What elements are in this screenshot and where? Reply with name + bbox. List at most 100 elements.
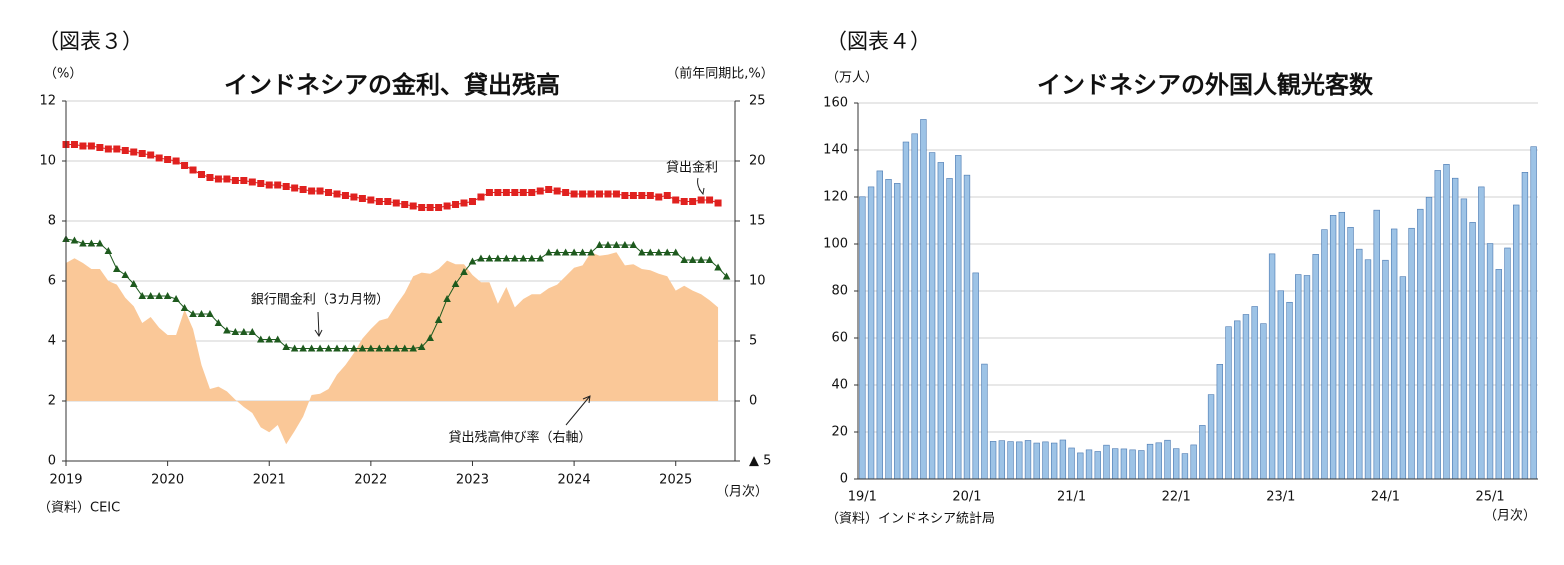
marker bbox=[197, 171, 205, 178]
marker bbox=[240, 177, 248, 184]
bar bbox=[1016, 441, 1023, 480]
bar bbox=[1207, 394, 1215, 480]
marker bbox=[671, 248, 680, 256]
marker bbox=[257, 180, 265, 187]
bar bbox=[1356, 248, 1363, 480]
marker bbox=[654, 248, 663, 256]
marker bbox=[562, 189, 570, 196]
y-tick-label: 120 bbox=[823, 190, 848, 205]
series-label: 銀行間金利（3カ月物） bbox=[251, 292, 389, 308]
marker bbox=[443, 295, 451, 302]
bar bbox=[1312, 254, 1319, 480]
y-tick-label: 4 bbox=[48, 334, 56, 349]
marker bbox=[172, 157, 180, 165]
marker bbox=[375, 198, 383, 205]
marker bbox=[714, 263, 722, 271]
x-tick-label: 2023 bbox=[456, 473, 489, 488]
bar bbox=[1417, 208, 1424, 480]
marker bbox=[435, 204, 443, 211]
marker bbox=[527, 254, 536, 262]
marker bbox=[689, 198, 697, 205]
marker bbox=[680, 256, 688, 263]
bar bbox=[1138, 450, 1145, 480]
marker bbox=[629, 192, 637, 199]
figure-label: （図表４） bbox=[826, 30, 931, 54]
y-unit-label: （%） bbox=[44, 67, 82, 82]
marker bbox=[299, 186, 307, 193]
bar bbox=[1382, 259, 1389, 480]
bar bbox=[1120, 448, 1128, 480]
bar bbox=[1059, 439, 1067, 480]
bar bbox=[1277, 290, 1284, 480]
marker bbox=[468, 198, 476, 205]
marker bbox=[358, 195, 366, 202]
marker bbox=[680, 198, 688, 205]
marker bbox=[536, 187, 544, 195]
marker bbox=[146, 292, 155, 299]
x-tick-label: 21/1 bbox=[1057, 490, 1086, 505]
x-unit-label: （月次） bbox=[1484, 508, 1536, 524]
bar bbox=[1050, 442, 1058, 480]
x-tick-label: 25/1 bbox=[1475, 490, 1504, 505]
bar bbox=[1190, 444, 1197, 480]
marker bbox=[79, 142, 87, 150]
y2-tick-label: 15 bbox=[749, 214, 766, 229]
marker bbox=[70, 141, 78, 148]
bar bbox=[1068, 447, 1075, 480]
x-tick-label: 2021 bbox=[253, 473, 286, 488]
bar bbox=[1321, 229, 1328, 480]
marker bbox=[214, 319, 223, 326]
bar bbox=[1129, 449, 1136, 480]
bar bbox=[998, 440, 1006, 480]
marker bbox=[646, 248, 655, 256]
marker bbox=[392, 199, 400, 207]
marker bbox=[604, 190, 612, 198]
y2-tick-label: ▲ 5 bbox=[749, 454, 771, 469]
marker bbox=[375, 344, 384, 352]
marker bbox=[621, 241, 629, 248]
marker bbox=[426, 204, 434, 211]
marker bbox=[595, 241, 604, 248]
marker bbox=[358, 344, 367, 352]
marker bbox=[282, 183, 290, 190]
bar bbox=[946, 178, 953, 480]
marker bbox=[240, 328, 248, 335]
marker bbox=[121, 271, 130, 278]
bar bbox=[1094, 451, 1101, 480]
marker bbox=[587, 190, 595, 198]
bar bbox=[928, 152, 936, 480]
marker bbox=[553, 187, 561, 195]
marker bbox=[121, 147, 129, 154]
marker bbox=[485, 189, 493, 196]
y-tick-label: 10 bbox=[39, 154, 56, 169]
x-tick-label: 2024 bbox=[558, 473, 591, 488]
marker bbox=[282, 343, 290, 350]
marker bbox=[96, 239, 104, 247]
marker bbox=[223, 326, 231, 334]
x-tick-label: 24/1 bbox=[1371, 490, 1400, 505]
marker bbox=[688, 256, 697, 263]
y-tick-label: 80 bbox=[831, 284, 848, 299]
marker bbox=[663, 192, 671, 199]
marker bbox=[697, 196, 705, 204]
marker bbox=[350, 193, 358, 201]
marker bbox=[308, 187, 316, 195]
marker bbox=[164, 156, 172, 163]
marker bbox=[70, 236, 79, 244]
series-label: 貸出金利 bbox=[666, 160, 718, 176]
marker bbox=[612, 190, 620, 198]
y-tick-label: 40 bbox=[831, 378, 848, 393]
marker bbox=[722, 272, 731, 280]
marker bbox=[545, 186, 553, 193]
bar bbox=[955, 155, 962, 480]
x-tick-label: 23/1 bbox=[1266, 490, 1295, 505]
marker bbox=[206, 174, 214, 181]
marker bbox=[87, 142, 95, 150]
source: （資料）CEIC bbox=[38, 501, 120, 516]
x-tick-label: 2020 bbox=[151, 473, 184, 488]
marker bbox=[596, 190, 604, 198]
annotation-arrows bbox=[314, 177, 705, 426]
marker bbox=[273, 335, 282, 343]
bar bbox=[1173, 448, 1180, 480]
marker bbox=[646, 192, 654, 199]
